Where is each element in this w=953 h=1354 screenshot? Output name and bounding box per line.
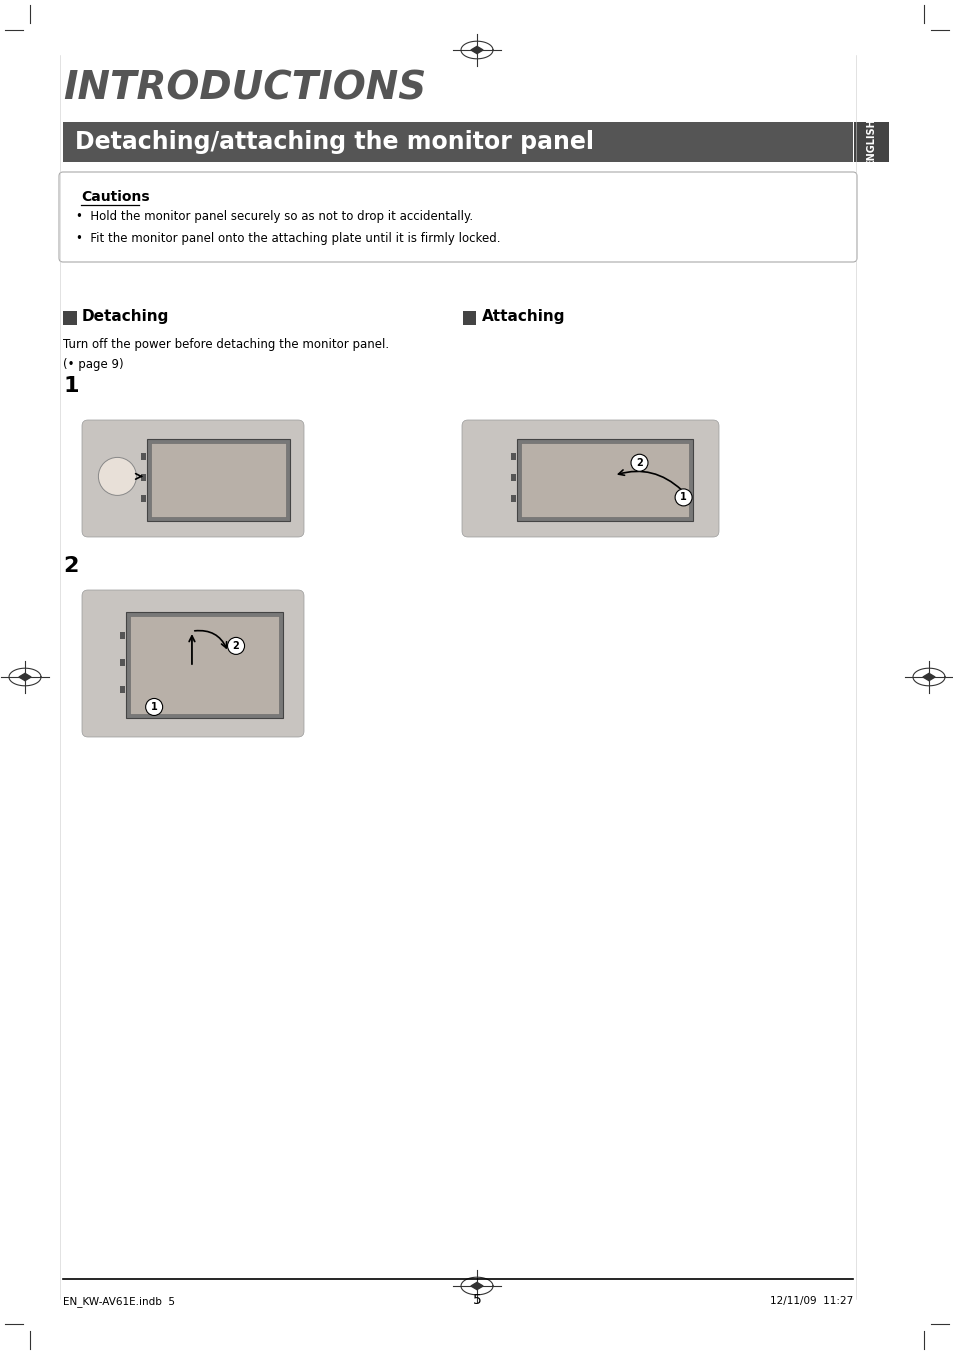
Bar xyxy=(120,632,125,639)
Text: Turn off the power before detaching the monitor panel.: Turn off the power before detaching the … xyxy=(63,338,389,351)
Bar xyxy=(517,439,693,520)
Bar xyxy=(63,311,76,325)
FancyBboxPatch shape xyxy=(82,420,304,538)
Text: 2: 2 xyxy=(233,640,239,651)
Text: 1: 1 xyxy=(63,376,78,395)
Text: Detaching: Detaching xyxy=(82,309,170,324)
Circle shape xyxy=(98,458,136,496)
Text: 5: 5 xyxy=(472,1293,481,1307)
Bar xyxy=(126,612,283,718)
Text: Attaching: Attaching xyxy=(481,309,565,324)
Bar xyxy=(520,443,689,516)
FancyBboxPatch shape xyxy=(461,420,719,538)
Bar xyxy=(63,122,852,162)
Text: 1: 1 xyxy=(151,701,157,712)
Bar xyxy=(120,686,125,693)
Bar xyxy=(141,452,146,460)
FancyBboxPatch shape xyxy=(59,172,856,263)
Text: 2: 2 xyxy=(636,458,642,467)
Text: 2: 2 xyxy=(63,556,78,575)
Bar xyxy=(853,122,888,162)
Text: INTRODUCTIONS: INTRODUCTIONS xyxy=(63,70,426,108)
Text: 12/11/09  11:27: 12/11/09 11:27 xyxy=(769,1296,852,1307)
Bar xyxy=(130,616,279,714)
Polygon shape xyxy=(922,673,934,681)
FancyBboxPatch shape xyxy=(82,590,304,737)
Text: ENGLISH: ENGLISH xyxy=(865,118,876,167)
Circle shape xyxy=(146,699,162,715)
Text: 1: 1 xyxy=(679,493,686,502)
Text: EN_KW-AV61E.indb  5: EN_KW-AV61E.indb 5 xyxy=(63,1296,174,1307)
Bar xyxy=(462,311,476,325)
Circle shape xyxy=(630,454,647,471)
Bar xyxy=(120,659,125,666)
Bar xyxy=(147,439,290,520)
Bar xyxy=(511,452,516,460)
Text: •  Fit the monitor panel onto the attaching plate until it is firmly locked.: • Fit the monitor panel onto the attachi… xyxy=(76,232,500,245)
Polygon shape xyxy=(19,673,31,681)
Bar xyxy=(141,474,146,481)
Bar xyxy=(511,474,516,481)
Circle shape xyxy=(228,638,244,654)
Bar xyxy=(151,443,285,516)
Text: Cautions: Cautions xyxy=(81,190,150,204)
Polygon shape xyxy=(471,46,482,54)
Bar xyxy=(141,496,146,502)
Polygon shape xyxy=(471,1282,482,1289)
Bar xyxy=(511,496,516,502)
Text: Detaching/attaching the monitor panel: Detaching/attaching the monitor panel xyxy=(75,130,594,154)
Text: •  Hold the monitor panel securely so as not to drop it accidentally.: • Hold the monitor panel securely so as … xyxy=(76,210,473,223)
Circle shape xyxy=(675,489,691,506)
Text: (• page 9): (• page 9) xyxy=(63,357,124,371)
